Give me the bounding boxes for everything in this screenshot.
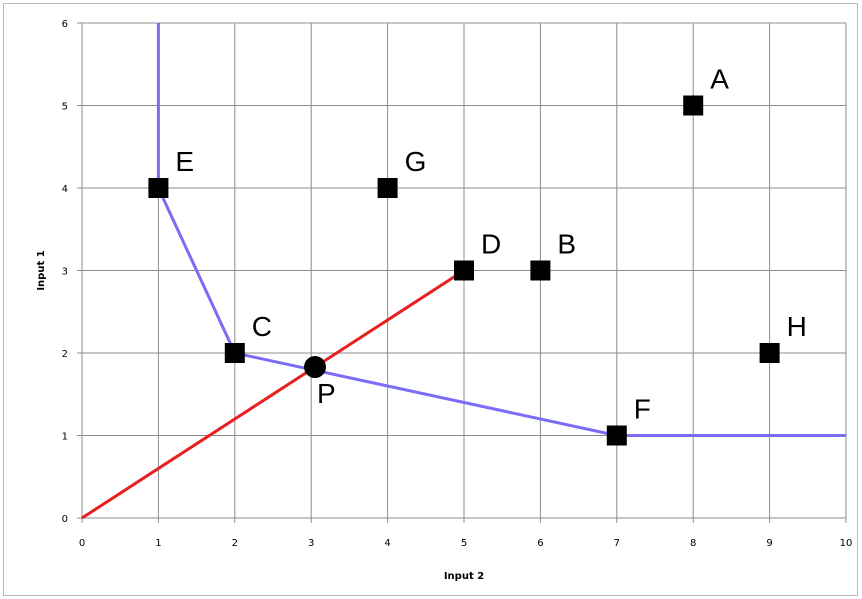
point-a-marker xyxy=(683,95,704,116)
gridlines xyxy=(77,22,847,523)
point-c-marker xyxy=(224,343,245,363)
x-tick-label: 1 xyxy=(155,538,161,549)
point-g-marker xyxy=(377,178,398,198)
point-d-marker xyxy=(454,260,474,281)
point-p-marker xyxy=(304,356,327,379)
x-tick-label: 7 xyxy=(614,538,620,549)
y-tick-label: 1 xyxy=(62,432,68,443)
point-d-label: D xyxy=(481,229,501,260)
x-tick-label: 2 xyxy=(232,538,238,549)
point-f-marker xyxy=(606,425,627,446)
y-tick-label: 6 xyxy=(62,19,68,30)
point-b-marker xyxy=(530,260,551,281)
x-tick-label: 5 xyxy=(461,538,467,549)
point-a-label: A xyxy=(710,64,729,95)
point-f-label: F xyxy=(634,394,651,425)
x-tick-label: 0 xyxy=(79,538,85,549)
y-tick-label: 5 xyxy=(62,102,68,113)
y-tick-label: 4 xyxy=(62,184,68,195)
point-h-marker xyxy=(759,343,780,363)
point-b-label: B xyxy=(557,229,576,260)
x-tick-label: 10 xyxy=(840,538,853,549)
x-axis-title: Input 2 xyxy=(444,571,484,582)
series-line xyxy=(81,269,465,520)
point-h-label: H xyxy=(787,311,807,342)
y-tick-label: 2 xyxy=(62,349,68,360)
point-e-marker xyxy=(148,178,169,198)
x-tick-label: 9 xyxy=(766,538,772,549)
chart-frame xyxy=(3,3,858,596)
series-line xyxy=(156,23,846,437)
point-p-label: P xyxy=(317,378,336,409)
x-tick-label: 8 xyxy=(690,538,696,549)
data-points: A B C D E F G H P xyxy=(148,64,807,446)
point-c-label: C xyxy=(252,311,272,342)
point-g-label: G xyxy=(405,146,427,177)
y-tick-label: 3 xyxy=(62,267,68,278)
y-tick-label: 0 xyxy=(62,514,68,525)
x-tick-label: 3 xyxy=(308,538,314,549)
y-axis-title: Input 1 xyxy=(36,250,47,290)
tick-labels: 0 1 2 3 4 5 6 7 8 9 10 0 1 2 3 4 5 6 xyxy=(62,19,853,549)
point-e-label: E xyxy=(175,146,194,177)
x-tick-label: 6 xyxy=(537,538,543,549)
x-tick-label: 4 xyxy=(384,538,390,549)
